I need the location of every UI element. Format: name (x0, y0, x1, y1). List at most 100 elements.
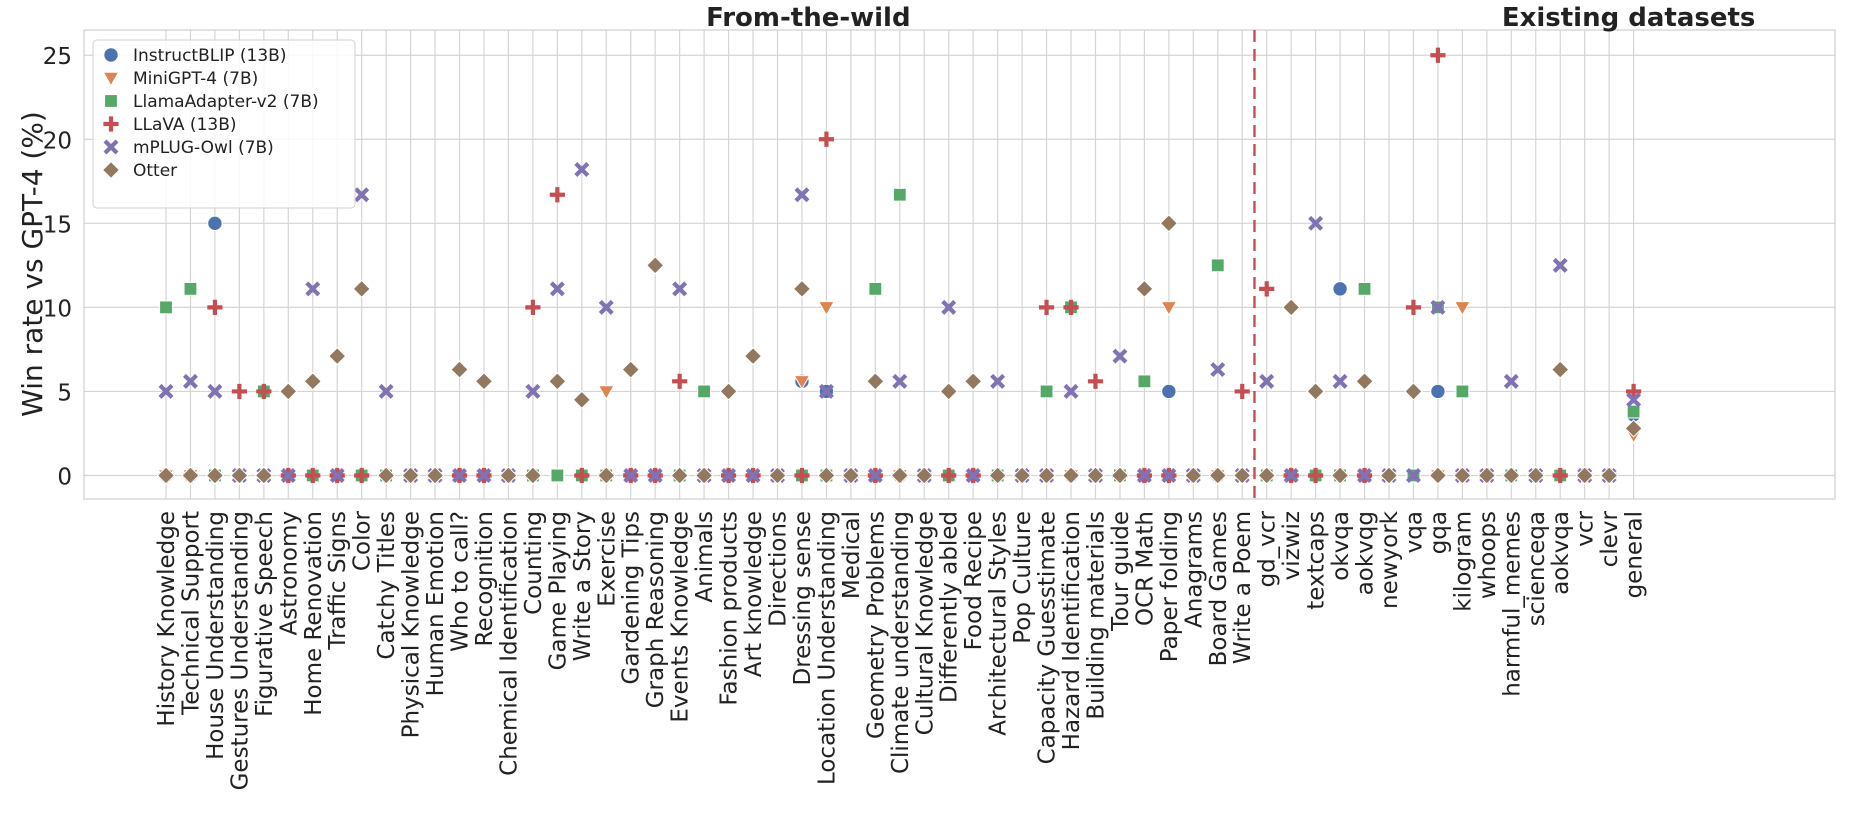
data-point (303, 372, 322, 391)
data-point (183, 281, 198, 296)
data-point (1428, 466, 1448, 485)
data-point (1063, 299, 1079, 315)
x-tick-label: Climate understanding (888, 511, 914, 774)
x-tick-label: okvqa (1328, 511, 1354, 581)
data-point (158, 383, 174, 399)
x-tick-label: vizwiz (1279, 511, 1305, 580)
data-point (1404, 382, 1423, 401)
y-tick-label: 20 (43, 128, 72, 154)
data-point (1551, 360, 1570, 379)
data-point (1161, 383, 1177, 400)
x-tick-label: Figurative Speech (252, 511, 278, 717)
data-point (254, 466, 273, 485)
section-label-existing-datasets: Existing datasets (1502, 3, 1756, 33)
data-point (1306, 382, 1325, 401)
data-point (672, 281, 688, 297)
data-point (1430, 47, 1446, 63)
y-tick-label: 10 (43, 296, 72, 322)
data-point (354, 187, 370, 203)
data-point (1308, 467, 1324, 484)
x-tick-label: gd_vcr (1255, 510, 1281, 587)
data-point (1283, 467, 1299, 483)
x-tick-label: Chemical Identification (496, 511, 522, 776)
data-point (1110, 466, 1130, 485)
x-tick-label: harmful_memes (1499, 511, 1525, 697)
data-point (1430, 299, 1446, 315)
data-point (817, 466, 836, 485)
data-point (231, 383, 247, 400)
data-point (572, 390, 591, 409)
data-point (1405, 299, 1422, 315)
data-point (793, 375, 811, 390)
data-point (549, 281, 565, 297)
data-point (646, 256, 665, 275)
x-tick-label: Graph Reasoning (643, 511, 669, 708)
data-point (1259, 373, 1275, 389)
x-tick-label: Paper folding (1157, 511, 1183, 662)
x-tick-label: Recognition (472, 511, 498, 646)
x-tick-label: vcr (1573, 510, 1599, 546)
data-point (574, 467, 590, 484)
data-point (1552, 467, 1568, 484)
data-point (1038, 299, 1055, 315)
data-point (990, 373, 1006, 389)
data-point (181, 466, 200, 485)
x-tick-label: Game Playing (545, 511, 571, 670)
data-point (1575, 466, 1594, 485)
data-point (719, 382, 738, 401)
data-point (892, 187, 907, 202)
data-point (525, 299, 541, 315)
data-point (1063, 383, 1079, 399)
x-tick-label: Human Emotion (423, 511, 449, 696)
x-tick-label: aokvqa (1548, 511, 1574, 595)
data-point (378, 383, 394, 399)
data-point (425, 466, 445, 485)
x-tick-label: aokvqg (1353, 511, 1379, 595)
data-point (574, 162, 590, 178)
data-point (964, 372, 983, 391)
data-point (352, 279, 371, 298)
legend-label: Otter (133, 161, 177, 181)
legend-marker (102, 71, 120, 87)
data-point (207, 299, 223, 315)
data-point (1430, 383, 1446, 400)
legend-marker (103, 139, 119, 155)
x-tick-label: Exercise (594, 511, 620, 607)
data-point (1626, 383, 1642, 400)
x-tick-label: Cultural Knowledge (912, 511, 938, 735)
series-5 (156, 214, 1643, 485)
plot-frame (83, 29, 1836, 500)
x-tick-label: kilogram (1450, 511, 1476, 612)
x-tick-label: Fashion products (717, 511, 743, 706)
data-point (1257, 466, 1276, 485)
legend-label: InstructBLIP (13B) (133, 46, 286, 66)
x-tick-label: Location Understanding (814, 511, 840, 785)
x-tick-label: Anagrams (1181, 511, 1207, 628)
x-tick-label: Animals (692, 511, 718, 603)
data-point (549, 187, 565, 203)
x-tick-label: Gestures Understanding (227, 511, 253, 790)
legend-label: LLaVA (13B) (133, 115, 237, 135)
data-point (623, 467, 639, 483)
x-tick-label: Pop Culture (1010, 511, 1036, 644)
data-point (792, 279, 812, 298)
data-point (1136, 467, 1152, 483)
data-point (401, 466, 420, 485)
x-tick-label: History Knowledge (154, 511, 180, 727)
data-point (794, 187, 810, 203)
x-tick-label: vqa (1401, 511, 1427, 553)
data-point (1477, 466, 1496, 485)
x-tick-label: Directions (766, 511, 792, 627)
x-tick-label: Astronomy (276, 511, 302, 635)
data-point (1234, 383, 1250, 400)
data-point (550, 468, 565, 483)
data-point (597, 385, 615, 401)
y-axis-label: Win rate vs GPT-4 (%) (16, 111, 49, 417)
data-point (818, 383, 834, 399)
data-point (621, 360, 640, 379)
data-point (743, 347, 763, 366)
data-point (1600, 466, 1619, 485)
data-point (280, 467, 296, 483)
x-tick-label: general (1622, 511, 1648, 598)
